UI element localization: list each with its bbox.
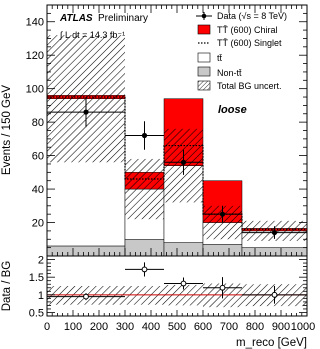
x-tick-label: 900 [272,321,290,333]
region-label: loose [218,104,247,116]
legend-label-chiral: TT̄ (600) Chiral [217,25,278,35]
y-tick-label: 20 [32,218,44,230]
ratio-uncert-band [125,286,164,305]
x-tick-label: 100 [64,321,82,333]
x-tick-label: 600 [194,321,212,333]
legend-label-data: Data (√s = 8 TeV) [217,11,287,21]
x-tick-label: 500 [168,321,186,333]
y-tick-label: 100 [26,84,44,96]
legend-entry-singlet: TT̄ (600) Singlet [198,38,282,48]
legend-entry-nonttbar: Non-tt̄ [197,66,242,78]
legend: Data (√s = 8 TeV) TT̄ (600) Chiral TT̄ (… [196,11,287,91]
legend-label-nonttbar: Non-tt̄ [217,68,242,78]
data-point [219,211,226,217]
bar-nonttbar [124,239,165,257]
ratio-point [219,284,226,291]
data-point [180,159,187,165]
legend-swatch-chiral [197,24,211,35]
bar-nonttbar [241,247,308,257]
ratio-y-tick-label: 1 [38,290,44,302]
data-point [83,109,89,115]
ratio-y-axis: 0.5 1 1.5 2 [29,255,307,319]
bg-uncert-band [125,158,164,220]
main-plot-area [46,35,308,257]
x-axis-title: m_reco [GeV] [236,337,307,349]
legend-entry-data: Data (√s = 8 TeV) [196,11,287,21]
ratio-plot-area [47,262,307,308]
legend-entry-chiral: TT̄ (600) Chiral [197,24,278,35]
luminosity-label: ∫ L dt = 14.3 fb⁻¹ [59,30,125,40]
ratio-point [180,280,187,287]
ratio-panel: 0.5 1 1.5 2 0 100 200 300 400 500 600 700 800 900 100… [1,255,315,349]
ratio-point [141,266,148,273]
data-point [271,229,278,236]
legend-label-uncert: Total BG uncert. [217,81,282,91]
legend-swatch-nonttbar [197,66,211,77]
legend-label-singlet: TT̄ (600) Singlet [217,38,282,48]
main-y-axis-title: Events / 150 GeV [1,85,13,175]
y-tick-label: 140 [26,17,44,29]
ratio-point [83,293,89,300]
x-tick-label: 1000 [291,321,315,333]
legend-swatch-uncert [197,80,211,91]
atlas-label: ATLAS [59,13,93,24]
main-panel: 20 40 60 80 100 120 140 Events / 150 GeV ATLAS… [1,4,308,257]
legend-marker-data [201,13,207,19]
bar-nonttbar [202,244,243,257]
data-point [141,132,148,139]
status-label: Preliminary [98,13,148,24]
y-tick-label: 60 [32,151,44,163]
y-tick-label: 80 [32,117,44,129]
x-axis: 0 100 200 300 400 500 600 700 800 900 1000 [44,310,315,333]
legend-entry-uncert: Total BG uncert. [197,80,282,91]
x-tick-label: 700 [220,321,238,333]
ratio-y-tick-label: 2 [38,255,44,267]
x-tick-label: 800 [246,321,264,333]
main-x-ticks [46,5,308,256]
legend-swatch-ttbar [197,52,211,63]
y-tick-label: 120 [26,50,44,62]
y-tick-label: 40 [32,184,44,196]
x-tick-label: 200 [90,321,108,333]
main-y-axis: 20 40 60 80 100 120 140 [26,4,307,257]
bar-nonttbar [163,242,204,257]
bar-nonttbar [46,245,126,257]
ratio-point [271,291,278,298]
x-tick-label: 400 [142,321,160,333]
x-tick-label: 0 [44,321,50,333]
ratio-y-tick-label: 0.5 [29,307,44,319]
ratio-y-axis-title: Data / BG [1,261,13,312]
legend-label-ttbar: tt̄ [217,53,223,63]
legend-entry-ttbar: tt̄ [197,52,223,63]
ratio-y-tick-label: 1.5 [29,272,44,284]
x-tick-label: 300 [116,321,134,333]
